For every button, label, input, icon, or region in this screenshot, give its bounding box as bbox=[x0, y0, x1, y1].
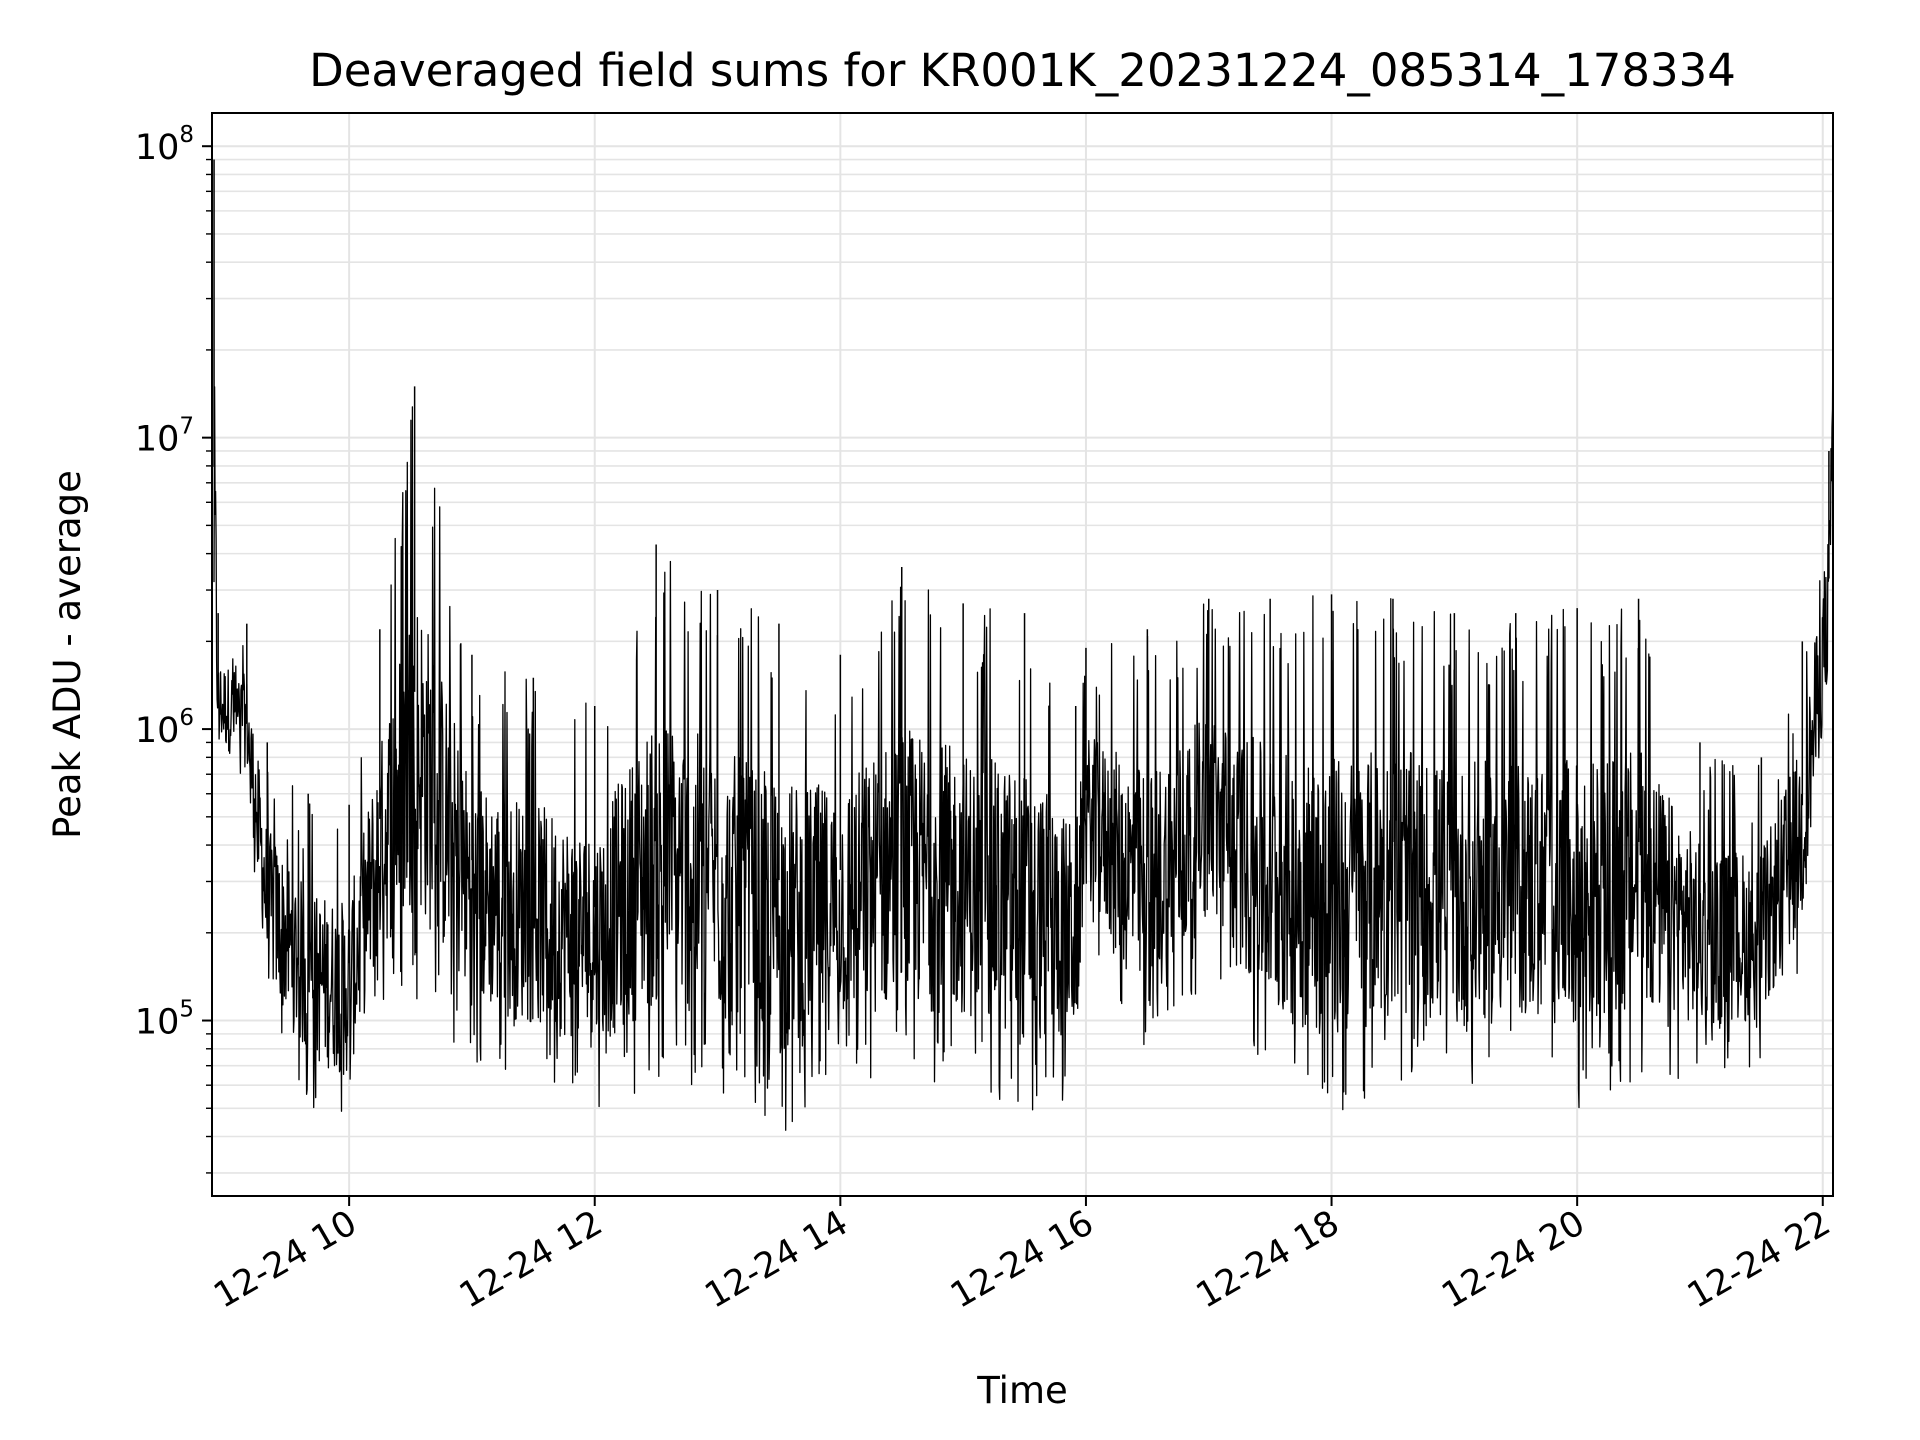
x-axis-label: Time bbox=[976, 1369, 1068, 1412]
y-tick-label: 107 bbox=[135, 414, 194, 460]
series-path bbox=[213, 317, 1834, 1131]
y-tick-label: 108 bbox=[135, 122, 194, 168]
y-tick-label: 106 bbox=[135, 705, 194, 751]
y-axis-label: Peak ADU - average bbox=[46, 470, 89, 839]
plot-frame bbox=[211, 112, 1834, 1197]
y-tick-label: 105 bbox=[135, 997, 194, 1043]
chart-title: Deaveraged field sums for KR001K_2023122… bbox=[309, 44, 1736, 97]
